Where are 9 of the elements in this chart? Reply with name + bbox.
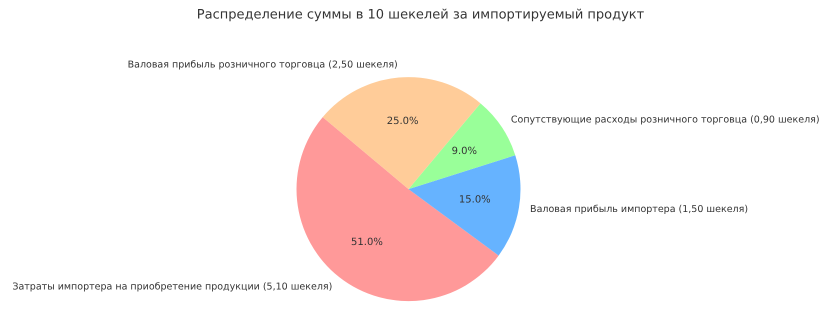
data-label: 51.0% xyxy=(351,236,383,248)
slice-label: Валовая прибыль розничного торговца (2,50 шекеля) xyxy=(128,60,398,71)
data-label: 25.0% xyxy=(386,116,419,127)
chart-title: Распределение суммы в 10 шекелей за импортируемый продукт xyxy=(196,8,645,22)
slice-label: Валовая прибыль импортера (1,50 шекеля) xyxy=(530,204,748,215)
slice-label: Затраты импортера на приобретение продукции (5,10 шекеля) xyxy=(12,281,332,292)
data-label: 9.0% xyxy=(452,146,478,157)
data-label: 15.0% xyxy=(458,194,491,206)
slice-label: Сопутствующие расходы розничного торговца (0,90 шекеля) xyxy=(510,114,820,126)
